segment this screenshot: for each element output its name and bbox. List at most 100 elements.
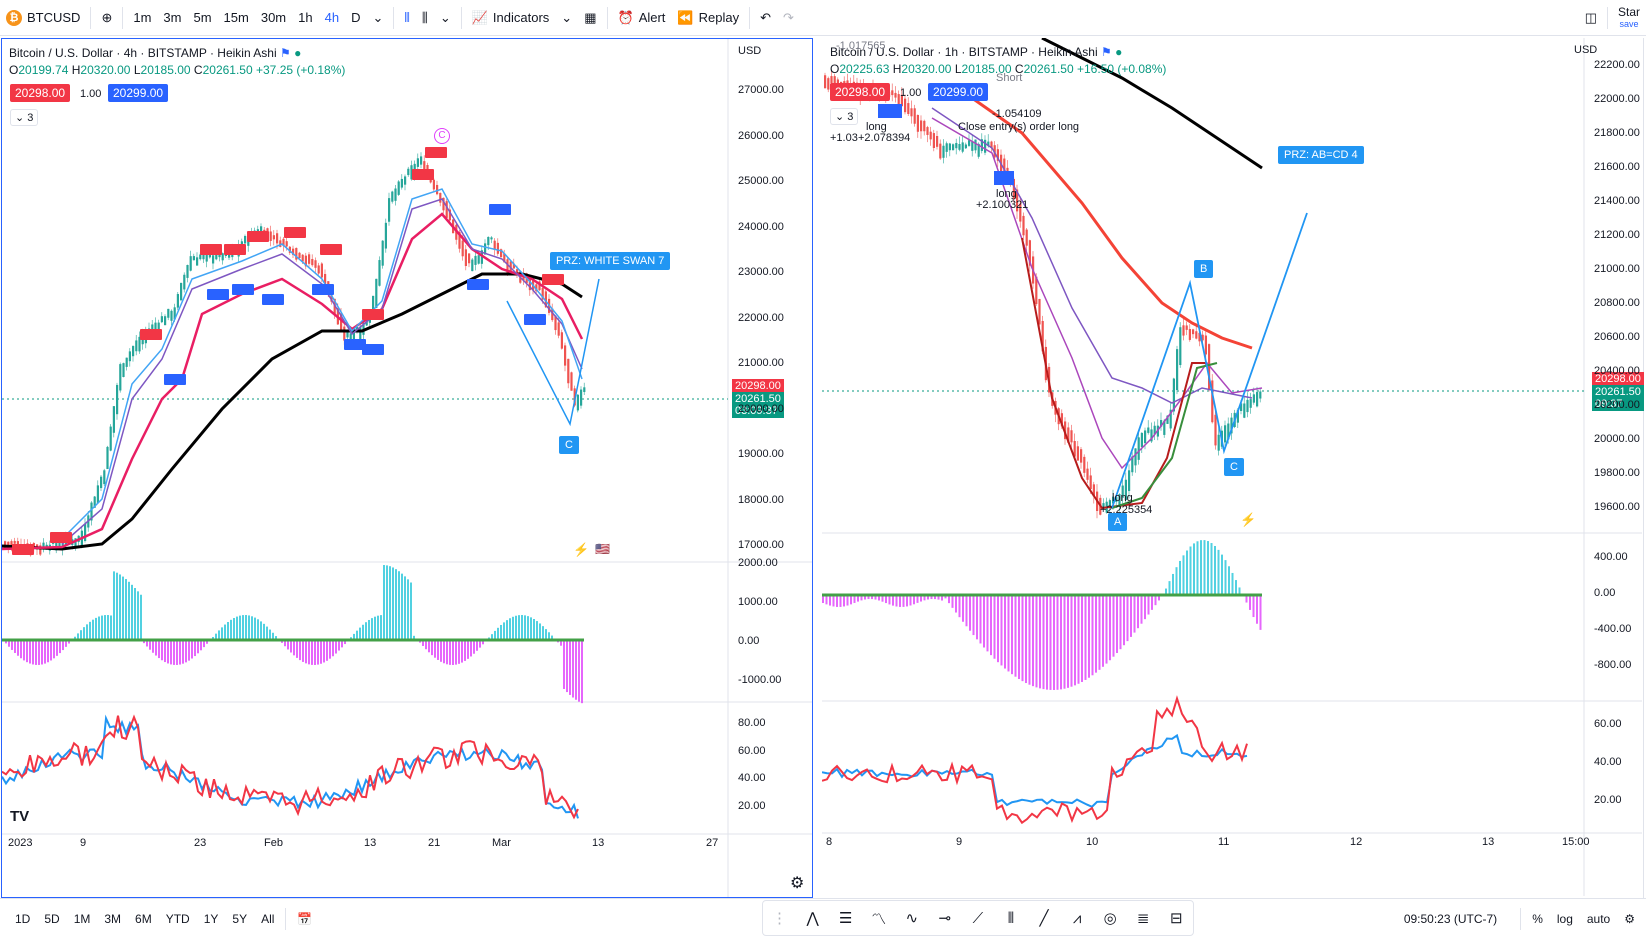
- range-5y[interactable]: 5Y: [232, 911, 248, 926]
- goto-date-button[interactable]: 📅: [290, 912, 319, 926]
- chart-pane-left[interactable]: Bitcoin / U.S. Dollar · 4h · BITSTAMP · …: [1, 38, 813, 898]
- long-position-icon[interactable]: ⊟: [1169, 910, 1183, 927]
- chart-type-button[interactable]: ⫼: [416, 0, 434, 36]
- path-tool-icon[interactable]: ⟋: [972, 909, 984, 927]
- indicators-collapse-toggle[interactable]: ⌄ 3: [10, 109, 39, 126]
- save-button[interactable]: Star save: [1612, 0, 1646, 36]
- histogram-bar: [878, 595, 880, 601]
- interval-5m[interactable]: 5m: [193, 10, 212, 25]
- sell-price-button[interactable]: 20298.00: [830, 83, 891, 101]
- xabcd-pattern-icon[interactable]: ⋀: [806, 910, 819, 927]
- buy-price-button[interactable]: 20299.00: [108, 84, 169, 102]
- interval-30m[interactable]: 30m: [260, 10, 287, 25]
- indicators-dropdown[interactable]: ⌄: [555, 0, 578, 36]
- candle-body: [404, 176, 407, 185]
- range-all[interactable]: All: [261, 911, 275, 926]
- circle-c-marker[interactable]: C: [434, 128, 450, 144]
- fullscreen-layout-button[interactable]: ◫: [1579, 0, 1603, 36]
- range-1m[interactable]: 1M: [73, 911, 91, 926]
- trendline-icon[interactable]: ╱: [1039, 910, 1049, 927]
- clock-timezone[interactable]: 09:50:23 (UTC-7): [1403, 911, 1498, 926]
- indicators-collapse-toggle[interactable]: ⌄ 3: [830, 108, 859, 125]
- histogram-bar: [836, 595, 838, 607]
- histogram-bar: [972, 595, 975, 636]
- point-c-label-right[interactable]: C: [1224, 458, 1244, 476]
- prz-label-right[interactable]: PRZ: AB=CD 4: [1278, 146, 1364, 164]
- candle-body: [945, 143, 948, 152]
- candle-body: [381, 240, 384, 266]
- range-ytd[interactable]: YTD: [165, 911, 190, 926]
- curve-tool-icon[interactable]: ∿: [905, 910, 919, 927]
- interval-d[interactable]: D: [351, 10, 361, 25]
- point-c-label-left[interactable]: C: [559, 436, 579, 454]
- percent-scale-toggle[interactable]: %: [1532, 911, 1543, 926]
- regression-icon[interactable]: ≣: [1136, 910, 1150, 927]
- candle-body: [1102, 503, 1105, 510]
- interval-3m[interactable]: 3m: [163, 10, 182, 25]
- sell-signal-tag: [425, 147, 447, 158]
- sell-price-button[interactable]: 20298.00: [10, 84, 71, 102]
- events-flags-icon[interactable]: 🇺🇸: [595, 542, 610, 556]
- candle-body: [1240, 403, 1243, 412]
- replay-button[interactable]: ⏪ Replay: [671, 0, 745, 36]
- lightning-icon[interactable]: ⚡: [1240, 512, 1257, 527]
- compare-add-button[interactable]: ⊕: [95, 0, 118, 36]
- candle-body: [567, 358, 570, 384]
- currency-label[interactable]: USD: [1574, 44, 1598, 56]
- live-dot-icon: ●: [294, 46, 302, 60]
- drag-handle-icon[interactable]: ⋮: [772, 910, 788, 927]
- interval-1h[interactable]: 1h: [298, 10, 313, 25]
- chart-type-dropdown[interactable]: ⌄: [434, 0, 457, 36]
- interval-15m[interactable]: 15m: [223, 10, 249, 25]
- redo-button[interactable]: ↷: [777, 0, 800, 36]
- candle-body: [971, 141, 974, 151]
- log-scale-toggle[interactable]: log: [1556, 911, 1573, 926]
- chart-canvas-left[interactable]: [2, 39, 812, 897]
- price-axis-tick: 19800.00: [1594, 467, 1640, 479]
- point-a-label[interactable]: A: [1108, 513, 1128, 531]
- interval-dropdown[interactable]: ⌄: [366, 0, 389, 36]
- candle-body: [1169, 409, 1172, 429]
- histogram-bar: [1039, 595, 1041, 689]
- indicators-button[interactable]: 📈 Indicators: [466, 0, 556, 36]
- range-6m[interactable]: 6M: [135, 911, 152, 926]
- rsi-line: [822, 733, 1248, 808]
- lightning-icon[interactable]: ⚡: [573, 542, 590, 557]
- candle-body: [1115, 496, 1118, 502]
- alert-button[interactable]: ⏰ Alert: [612, 0, 672, 36]
- bar-style-button[interactable]: ⫴: [398, 0, 415, 36]
- chart-pane-right[interactable]: Bitcoin / U.S. Dollar · 1h · BITSTAMP · …: [822, 38, 1644, 898]
- gear-icon[interactable]: ⚙: [790, 875, 805, 892]
- settings-button[interactable]: ⚙: [1617, 912, 1642, 926]
- point-b-label[interactable]: B: [1194, 260, 1214, 278]
- layout-button[interactable]: ▦: [578, 0, 602, 36]
- histogram-bar: [997, 595, 999, 663]
- histogram-bar: [185, 640, 187, 663]
- histogram-bar: [158, 640, 160, 659]
- histogram-bar: [464, 640, 466, 661]
- symbol-search[interactable]: ₿ BTCUSD: [0, 0, 86, 36]
- histogram-bar: [395, 569, 397, 640]
- range-1y[interactable]: 1Y: [203, 911, 219, 926]
- fib-channel-icon[interactable]: ⦀: [1007, 909, 1015, 927]
- histogram-bar: [1186, 550, 1188, 595]
- candle-body: [317, 265, 320, 274]
- range-3m[interactable]: 3M: [104, 911, 122, 926]
- price-axis-tick: 20000.00: [1594, 433, 1640, 445]
- currency-label[interactable]: USD: [738, 45, 762, 57]
- candle-body: [827, 78, 830, 90]
- range-1d[interactable]: 1D: [15, 911, 31, 926]
- histogram-bar: [1245, 595, 1248, 603]
- range-5d[interactable]: 5D: [44, 911, 60, 926]
- buy-price-button[interactable]: 20299.00: [928, 83, 989, 101]
- prz-label-left[interactable]: PRZ: WHITE SWAN 7: [550, 252, 671, 270]
- abc-pattern-icon[interactable]: 〽: [871, 910, 887, 928]
- spiral-icon[interactable]: ◎: [1103, 910, 1117, 927]
- horizontal-lines-icon[interactable]: ☰: [838, 910, 853, 927]
- interval-4h[interactable]: 4h: [324, 10, 340, 25]
- elliott-wave-icon[interactable]: ⩘: [1072, 909, 1082, 927]
- horizontal-ray-icon[interactable]: ⊸: [938, 910, 952, 927]
- interval-1m[interactable]: 1m: [133, 10, 152, 25]
- undo-button[interactable]: ↶: [754, 0, 777, 36]
- auto-scale-toggle[interactable]: auto: [1586, 911, 1611, 926]
